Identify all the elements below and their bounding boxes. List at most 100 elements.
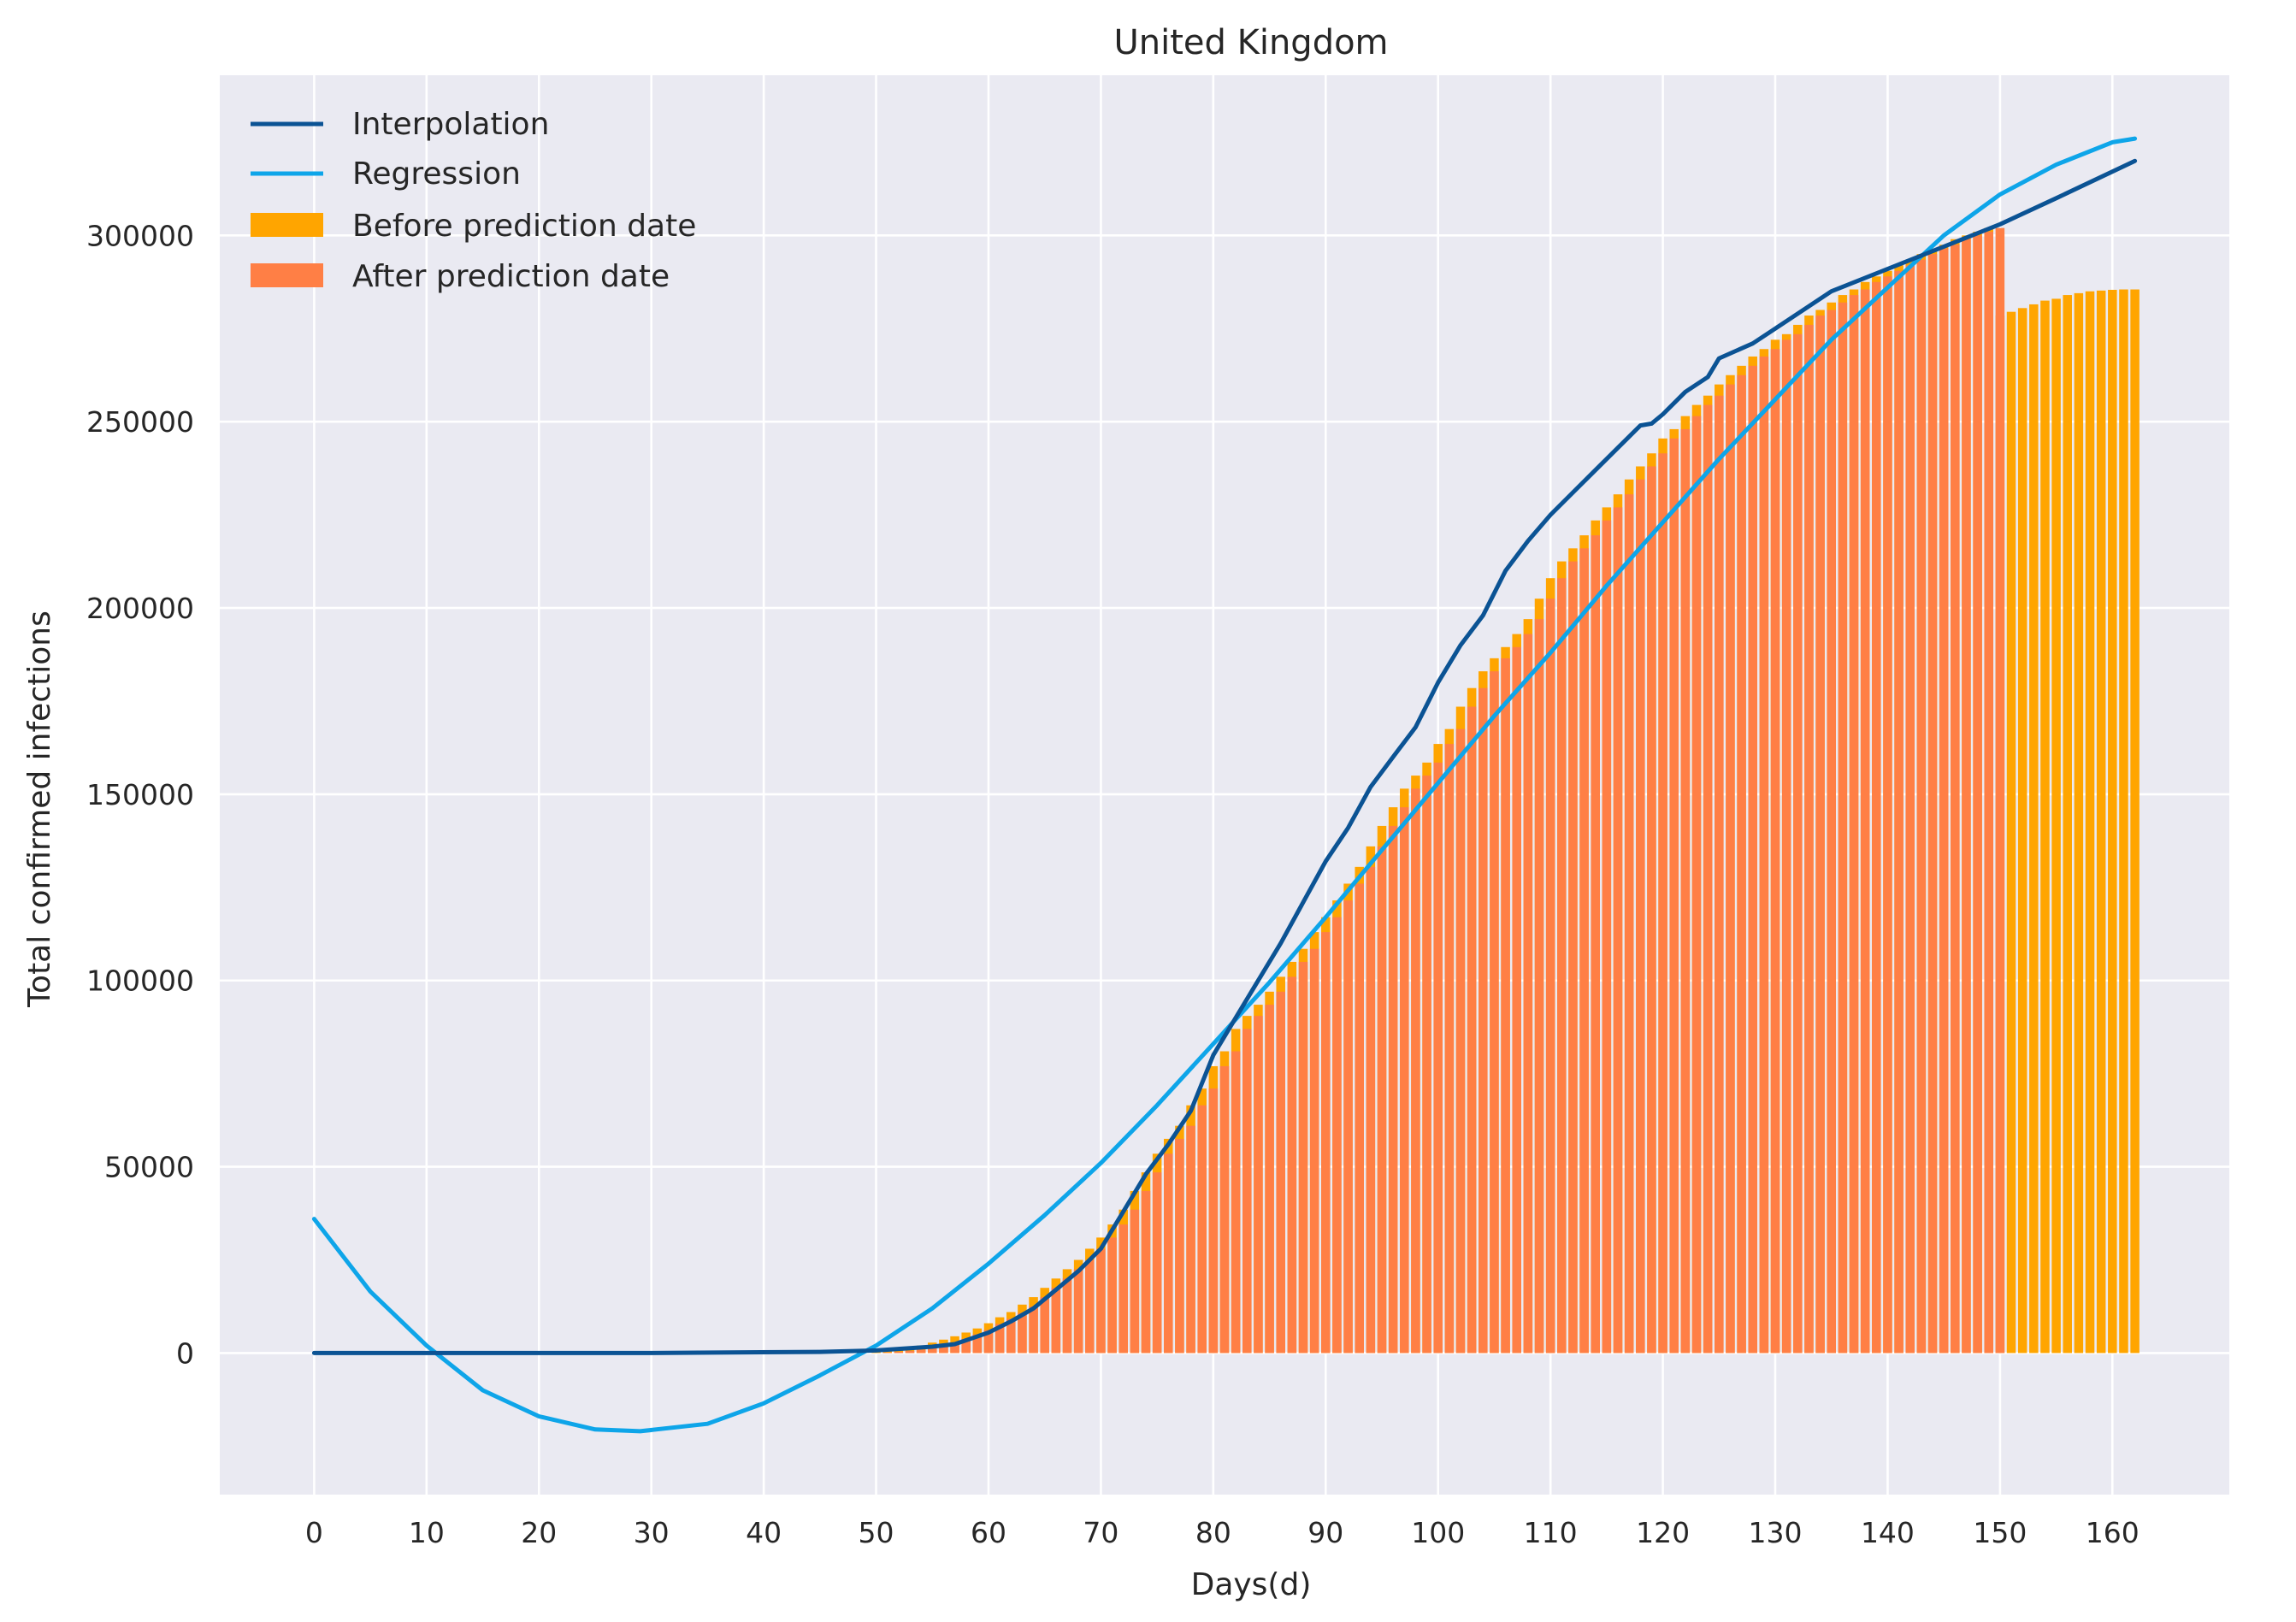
x-tick-label: 50 — [859, 1516, 894, 1549]
bar-after — [1680, 428, 1691, 1354]
bar-after — [1332, 917, 1342, 1354]
legend-label-after: After prediction date — [352, 259, 670, 294]
x-tick-label: 70 — [1083, 1516, 1118, 1549]
bar-after — [1545, 599, 1555, 1354]
bar-before — [2017, 308, 2027, 1354]
bar-after — [1759, 356, 1769, 1354]
bar-before — [2096, 290, 2106, 1354]
bar-after — [1343, 900, 1353, 1354]
bar-after — [1827, 310, 1836, 1354]
bar-after — [1208, 1088, 1219, 1354]
bar-after — [1838, 302, 1848, 1354]
bar-after — [1175, 1138, 1184, 1354]
bar-after — [1579, 548, 1589, 1354]
bar-after — [1062, 1278, 1072, 1354]
bar-after — [1691, 416, 1702, 1354]
bar-after — [1872, 281, 1881, 1354]
bar-after — [1860, 289, 1870, 1354]
x-tick-label: 30 — [634, 1516, 670, 1549]
bar-after — [1894, 270, 1903, 1354]
bar-after — [1029, 1306, 1038, 1354]
bar-after — [1197, 1105, 1207, 1354]
bar-after — [1568, 561, 1578, 1354]
bar-after — [1490, 671, 1499, 1354]
bar-after — [1219, 1065, 1230, 1354]
bar-after — [1793, 333, 1803, 1354]
bar-before — [882, 1350, 892, 1354]
y-tick-label: 300000 — [86, 219, 194, 252]
legend-label-before: Before prediction date — [352, 209, 696, 244]
bar-after — [1051, 1288, 1061, 1354]
chart-title: United Kingdom — [1113, 23, 1388, 62]
y-tick-label: 200000 — [86, 592, 194, 625]
x-tick-label: 100 — [1411, 1516, 1465, 1549]
bar-after — [1962, 239, 1971, 1354]
bar-after — [1018, 1312, 1027, 1354]
bar-after — [1726, 384, 1735, 1354]
bar-before — [2040, 300, 2050, 1354]
bar-after — [995, 1324, 1005, 1354]
bar-after — [1040, 1297, 1049, 1354]
interpolation-line — [311, 158, 2138, 1355]
bar-after — [1231, 1051, 1241, 1354]
bar-after — [1479, 687, 1488, 1354]
bar-after — [1624, 494, 1634, 1354]
bar-after — [1355, 883, 1364, 1354]
x-axis-label: Days(d) — [1191, 1567, 1312, 1602]
bar-before — [2029, 304, 2039, 1354]
bar-after — [1804, 324, 1814, 1354]
bar-before — [2074, 292, 2084, 1354]
bar-after — [961, 1338, 971, 1354]
bar-after — [1388, 825, 1398, 1354]
bar-before — [2006, 311, 2016, 1354]
bar-after — [894, 1351, 904, 1354]
bar-after — [1130, 1209, 1140, 1354]
x-tick-labels: 0 10 20 30 40 50 60 70 80 90 100 110 120 130 140 150 160 — [305, 1516, 2140, 1549]
x-tick-label: 90 — [1307, 1516, 1343, 1549]
line-series — [311, 136, 2138, 1434]
x-tick-label: 120 — [1636, 1516, 1690, 1549]
bar-after — [1254, 1016, 1263, 1354]
bar-after — [1400, 807, 1409, 1354]
bar-after — [1141, 1190, 1151, 1354]
bar-after — [1737, 375, 1746, 1354]
bar-before — [894, 1349, 904, 1354]
legend-swatch-before — [251, 213, 323, 237]
bar-after — [1591, 535, 1600, 1354]
y-tick-labels: 0 50000 100000 150000 200000 250000 300000 — [86, 219, 194, 1370]
bar-after — [1118, 1224, 1128, 1354]
bar-after — [1602, 520, 1612, 1354]
x-tick-label: 160 — [2086, 1516, 2140, 1549]
bar-after — [1512, 646, 1521, 1354]
bar-after — [1927, 254, 1938, 1354]
bar-after — [950, 1342, 959, 1354]
bar-after — [1973, 235, 1982, 1354]
bar-after — [1377, 846, 1387, 1354]
bar-after — [1748, 365, 1757, 1354]
bar-after — [1366, 866, 1376, 1354]
bar-after — [1242, 1029, 1252, 1354]
bar-before — [2108, 289, 2117, 1354]
bar-after — [1534, 619, 1544, 1354]
bar-after — [939, 1345, 948, 1354]
bar-after — [1006, 1318, 1016, 1354]
bar-after — [916, 1349, 926, 1354]
bar-after — [1781, 339, 1791, 1354]
bar-after — [1309, 948, 1319, 1354]
y-axis-label: Total confirmed infections — [22, 610, 57, 1008]
bar-after — [1916, 259, 1927, 1354]
bar-after — [1883, 276, 1892, 1354]
bar-after — [1096, 1248, 1106, 1354]
bar-after — [1703, 404, 1713, 1354]
bar-after — [1287, 976, 1297, 1354]
bar-after — [1905, 265, 1915, 1354]
bar-after — [1444, 744, 1455, 1354]
bar-after — [1164, 1153, 1173, 1354]
bar-after — [1984, 231, 1993, 1354]
bar-before — [2130, 289, 2140, 1354]
bar-after — [1422, 776, 1431, 1354]
bar-after — [1152, 1172, 1162, 1354]
bar-after — [1658, 453, 1667, 1354]
x-tick-label: 130 — [1749, 1516, 1803, 1549]
bar-after — [1715, 395, 1724, 1354]
